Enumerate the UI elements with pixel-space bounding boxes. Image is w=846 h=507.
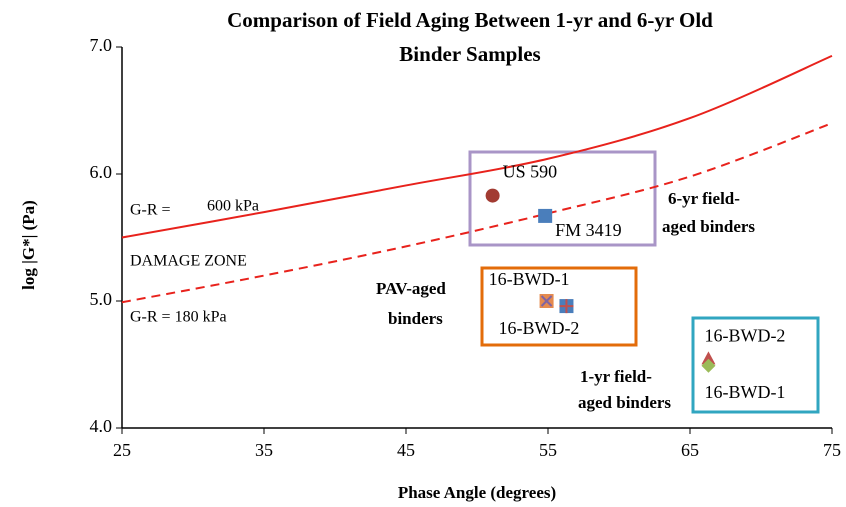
point-label: 16-BWD-1 — [489, 269, 570, 289]
x-tick-label: 65 — [681, 440, 699, 460]
point — [538, 208, 553, 223]
annotation: G-R = 180 kPa — [130, 309, 227, 326]
y-tick-label: 6.0 — [90, 162, 113, 182]
annotation: DAMAGE ZONE — [130, 253, 247, 270]
x-axis-label: Phase Angle (degrees) — [398, 483, 556, 502]
curve — [121, 122, 833, 304]
point-label: US 590 — [503, 162, 558, 182]
x-tick-label: 75 — [823, 440, 841, 460]
annotation: G-R = — [130, 202, 171, 219]
point-label: 16-BWD-2 — [498, 318, 579, 338]
x-tick-label: 25 — [113, 440, 131, 460]
y-tick-label: 7.0 — [90, 35, 113, 55]
curve — [121, 54, 833, 239]
chart-title: Comparison of Field Aging Between 1-yr a… — [227, 8, 713, 32]
point-glyph — [559, 299, 574, 314]
point — [485, 188, 500, 203]
annotation: 6-yr field- — [668, 189, 740, 208]
y-axis-label: log |G*| (Pa) — [19, 200, 38, 290]
point-label: 16-BWD-2 — [704, 326, 785, 346]
y-tick-label: 4.0 — [90, 416, 113, 436]
annotation: aged binders — [578, 393, 671, 412]
group-box — [480, 266, 638, 347]
point — [701, 358, 716, 373]
x-tick-label: 55 — [539, 440, 557, 460]
point — [701, 351, 716, 365]
annotation: PAV-aged — [376, 279, 446, 298]
annotation: 1-yr field- — [580, 367, 652, 386]
annotation: aged binders — [662, 217, 755, 236]
annotation: binders — [388, 309, 443, 328]
y-tick-label: 5.0 — [90, 289, 113, 309]
x-tick-label: 45 — [397, 440, 415, 460]
point-label: FM 3419 — [555, 220, 622, 240]
point-glyph — [540, 295, 553, 307]
group-box — [691, 316, 820, 414]
x-tick-label: 35 — [255, 440, 273, 460]
point-label: 16-BWD-1 — [704, 382, 785, 402]
annotation: 600 kPa — [207, 198, 259, 215]
chart-title: Binder Samples — [399, 42, 540, 66]
group-box — [468, 150, 657, 247]
